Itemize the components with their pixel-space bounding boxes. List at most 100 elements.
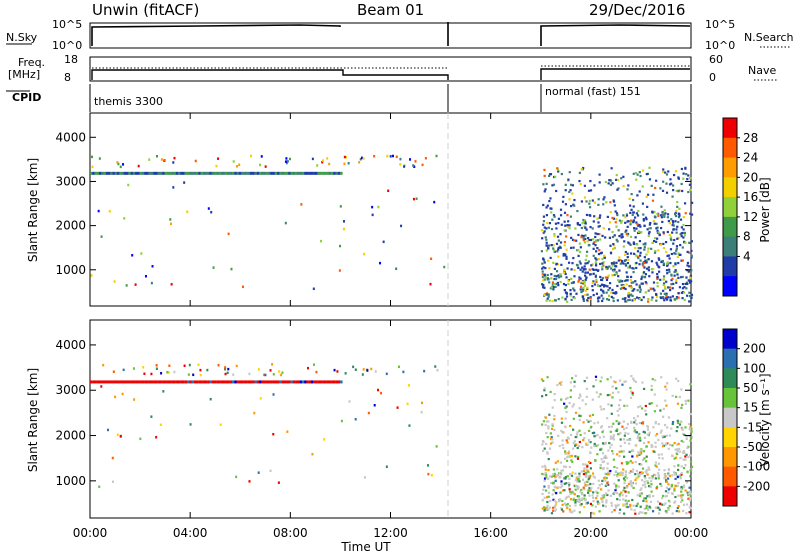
velocity-data-point (608, 441, 611, 445)
velocity-data-point (602, 477, 606, 480)
power-data-point (629, 278, 632, 282)
velocity-data-point (605, 473, 608, 476)
velocity-data-point (434, 365, 437, 368)
power-data-point (674, 170, 678, 173)
power-data-point (588, 199, 591, 203)
velocity-data-point (689, 492, 692, 495)
velocity-data-point (591, 398, 594, 401)
power-data-point (625, 213, 628, 216)
velocity-data-point (616, 466, 619, 470)
power-data-point (610, 167, 613, 170)
velocity-data-point (680, 485, 683, 489)
velocity-data-point (427, 464, 430, 467)
power-data-point (624, 300, 627, 303)
velocity-data-point (546, 451, 549, 454)
power-data-point (602, 203, 605, 206)
power-data-point (169, 222, 172, 226)
velocity-data-point (565, 459, 569, 463)
power-data-point (625, 214, 629, 217)
power-data-point (128, 171, 131, 175)
power-data-point (665, 295, 668, 298)
power-data-point (618, 256, 621, 259)
velocity-data-point (600, 376, 603, 379)
power-data-point (675, 278, 678, 282)
power-data-point (576, 222, 579, 225)
velocity-data-point (676, 484, 679, 488)
power-data-point (249, 154, 252, 158)
velocity-data-point (667, 483, 670, 486)
velocity-data-point (367, 411, 370, 415)
velocity-data-point (603, 442, 606, 445)
velocity-data-point (629, 438, 632, 442)
velocity-data-point (139, 380, 142, 384)
velocity-data-point (608, 472, 612, 475)
velocity-data-point (559, 486, 563, 489)
power-data-point (173, 171, 176, 175)
power-data-point (386, 154, 389, 158)
power-data-point (624, 253, 627, 256)
velocity-data-point (564, 477, 567, 480)
velocity-data-point (576, 487, 580, 491)
power-data-point (658, 258, 661, 261)
velocity-data-point (543, 387, 546, 390)
velocity-data-point (122, 368, 125, 372)
velocity-data-point (547, 477, 550, 480)
velocity-data-point (565, 504, 568, 507)
power-data-point (148, 171, 151, 175)
velocity-data-point (277, 380, 280, 384)
velocity-data-point (564, 406, 567, 409)
velocity-data-point (139, 437, 142, 441)
power-data-point (555, 189, 558, 193)
power-data-point (101, 171, 104, 175)
power-data-point (599, 284, 602, 288)
velocity-data-point (642, 450, 646, 453)
power-data-point (661, 170, 665, 173)
power-data-point (607, 294, 611, 297)
power-data-point (358, 161, 361, 164)
power-data-point (684, 241, 687, 244)
power-data-point (594, 232, 597, 235)
power-data-point (607, 288, 610, 292)
power-data-point (608, 265, 611, 268)
power-data-point (570, 268, 573, 271)
power-data-point (625, 232, 628, 236)
power-data-point (681, 259, 684, 262)
velocity-data-point (617, 433, 620, 436)
velocity-data-point (604, 484, 607, 487)
velocity-data-point (689, 454, 692, 457)
power-data-point (566, 300, 569, 303)
velocity-data-point (558, 382, 561, 385)
velocity-data-point (544, 489, 548, 492)
power-data-point (543, 190, 546, 193)
velocity-data-point (640, 407, 644, 410)
velocity-data-point (137, 380, 140, 384)
velocity-data-point (654, 420, 657, 424)
power-data-point (564, 283, 567, 287)
power-data-point (633, 288, 636, 291)
velocity-data-point (689, 426, 692, 429)
power-data-point (601, 299, 604, 303)
power-data-point (630, 286, 633, 289)
power-data-point (637, 256, 640, 260)
velocity-data-point (667, 491, 670, 494)
velocity-data-point (543, 509, 546, 512)
velocity-data-point (552, 489, 555, 492)
power-data-point (648, 275, 651, 278)
power-data-point (668, 183, 672, 186)
velocity-data-point (557, 434, 560, 437)
power-data-points (90, 154, 694, 303)
power-data-point (636, 214, 640, 217)
velocity-colorbar-swatch (723, 486, 737, 507)
power-data-point (238, 163, 241, 167)
velocity-data-point (550, 481, 553, 485)
power-data-point (656, 275, 659, 279)
velocity-data-point (573, 440, 576, 443)
velocity-data-point (621, 425, 624, 428)
velocity-data-point (660, 429, 663, 432)
velocity-data-point (646, 426, 650, 429)
power-data-point (652, 267, 655, 271)
power-data-point (609, 179, 612, 182)
velocity-data-point (680, 473, 683, 476)
power-data-point (553, 250, 556, 253)
power-data-point (671, 295, 674, 298)
